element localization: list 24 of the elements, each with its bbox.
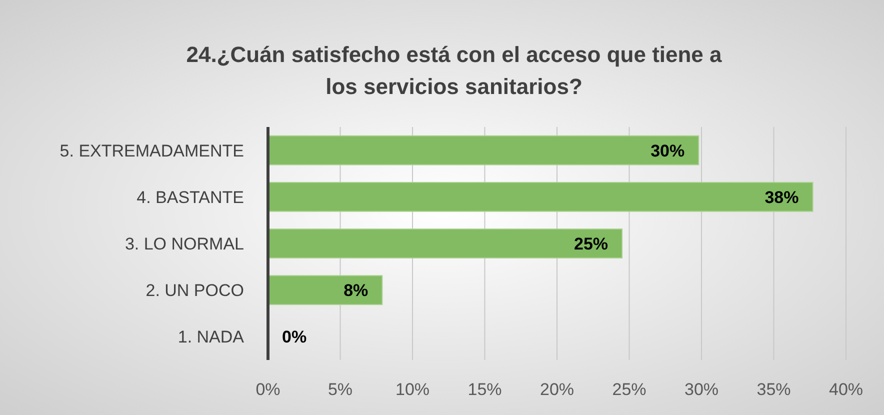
data-label: 30% bbox=[650, 141, 685, 160]
y-tick-label: 1. NADA bbox=[178, 328, 245, 347]
x-tick-label: 0% bbox=[256, 380, 280, 399]
y-tick-label: 5. EXTREMADAMENTE bbox=[60, 141, 244, 160]
x-tick-label: 5% bbox=[328, 380, 353, 399]
y-tick-label: 4. BASTANTE bbox=[136, 188, 244, 207]
x-tick-label: 15% bbox=[468, 380, 502, 399]
x-tick-label: 25% bbox=[612, 380, 646, 399]
bar bbox=[268, 135, 700, 166]
data-label: 38% bbox=[764, 188, 799, 207]
chart-title: 24.¿Cuán satisfecho está con el acceso que tiene a los servicios sanitarios? bbox=[186, 42, 723, 99]
x-tick-label: 35% bbox=[756, 380, 791, 399]
y-tick-label: 2. UN POCO bbox=[146, 281, 244, 300]
x-tick-label: 30% bbox=[684, 380, 719, 399]
data-label: 25% bbox=[574, 234, 608, 254]
x-tick-label: 10% bbox=[395, 380, 430, 399]
bar bbox=[268, 228, 623, 258]
y-tick-label: 3. LO NORMAL bbox=[124, 234, 244, 254]
x-tick-label: 40% bbox=[828, 380, 864, 399]
data-label: 8% bbox=[344, 281, 368, 300]
bar bbox=[268, 182, 814, 212]
data-label: 0% bbox=[282, 328, 307, 347]
bar bbox=[268, 275, 383, 306]
x-tick-label: 20% bbox=[540, 380, 574, 399]
